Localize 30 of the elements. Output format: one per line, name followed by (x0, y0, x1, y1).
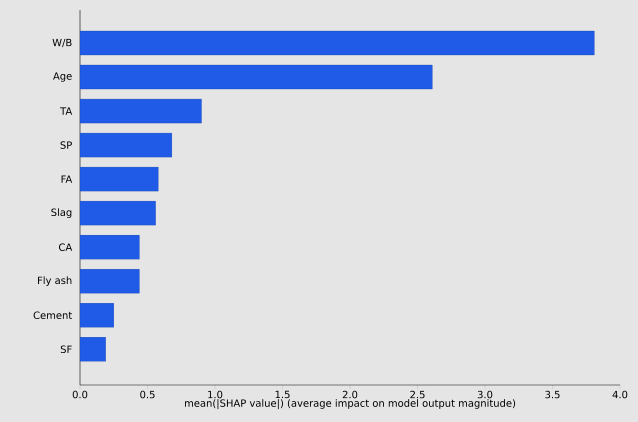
x-tick-label: 4.0 (612, 390, 628, 398)
y-tick-label: Fly ash (38, 276, 72, 286)
y-tick-label: Cement (34, 311, 72, 320)
y-tick-label: SF (60, 345, 72, 354)
x-axis-title: mean(|SHAP value|) (average impact on model output magnitude) (185, 399, 516, 410)
x-tick-label: 0.5 (140, 390, 155, 398)
x-tick-label: 0.0 (72, 390, 88, 398)
bar (80, 64, 433, 90)
x-tick-label: 3.0 (478, 390, 492, 398)
bar (80, 30, 595, 56)
y-tick-label: FA (62, 175, 72, 183)
y-tick-label: Age (53, 72, 72, 82)
y-tick-label: W/B (52, 38, 72, 48)
bar (80, 201, 156, 226)
y-tick-label: CA (59, 243, 72, 251)
bar (80, 98, 202, 124)
x-tick-label: 2.0 (342, 390, 358, 398)
y-tick-label: Slag (51, 208, 72, 218)
bar (80, 166, 158, 192)
y-tick-label: TA (60, 107, 72, 115)
x-tick-label: 2.5 (410, 390, 425, 398)
bar (80, 235, 140, 260)
x-tick-label: 1.0 (208, 390, 222, 398)
x-tick-label: 1.5 (276, 390, 290, 398)
bar (80, 303, 114, 328)
bar (80, 269, 140, 294)
x-tick-label: 3.5 (545, 390, 560, 398)
bar (80, 132, 172, 158)
y-tick-label: SP (60, 141, 72, 149)
bar (80, 337, 106, 362)
